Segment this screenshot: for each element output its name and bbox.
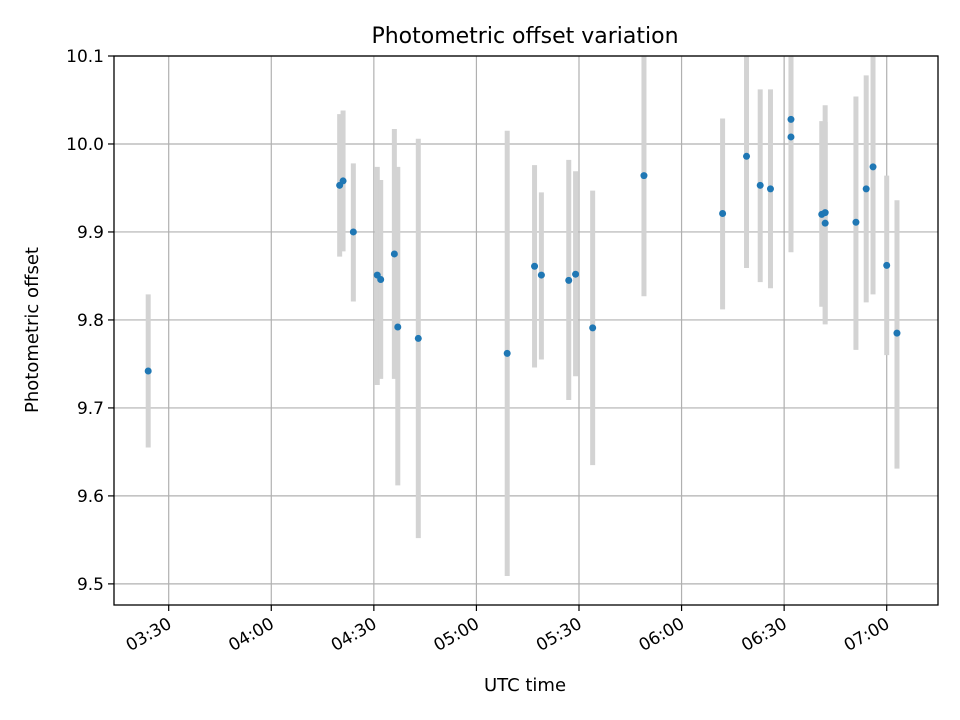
data-point [852,218,860,226]
y-tick-label: 10.0 [66,135,104,155]
y-tick-label: 9.9 [77,223,104,243]
point-layer [144,115,901,375]
data-point [589,324,597,332]
y-tick-label: 9.7 [77,399,104,419]
data-point [531,262,539,270]
data-point [869,163,877,171]
data-point [144,367,152,375]
data-point [377,275,385,283]
y-tick-label: 9.5 [77,575,104,595]
data-point [537,271,545,279]
data-point [394,323,402,331]
data-point [821,219,829,227]
data-point [787,133,795,141]
grid-layer [114,55,938,605]
data-point [503,349,511,357]
x-axis-label: UTC time [484,675,566,696]
y-tick-label: 9.8 [77,311,104,331]
data-point [766,185,774,193]
data-point [893,329,901,337]
data-point [390,250,398,258]
y-tick-label: 9.6 [77,487,104,507]
data-point [572,270,580,278]
y-axis-label: Photometric offset [22,247,43,413]
data-point [862,185,870,193]
data-point [821,209,829,217]
data-point [719,209,727,217]
data-point [339,177,347,185]
data-point [756,181,764,189]
chart-title: Photometric offset variation [371,24,678,49]
plot-frame [113,55,939,606]
data-point [743,152,751,160]
data-point [349,228,357,236]
data-point [565,276,573,284]
data-point [414,334,422,342]
data-point [640,172,648,180]
y-tick-label: 10.1 [66,47,104,67]
data-point [883,261,891,269]
data-point [787,115,795,123]
